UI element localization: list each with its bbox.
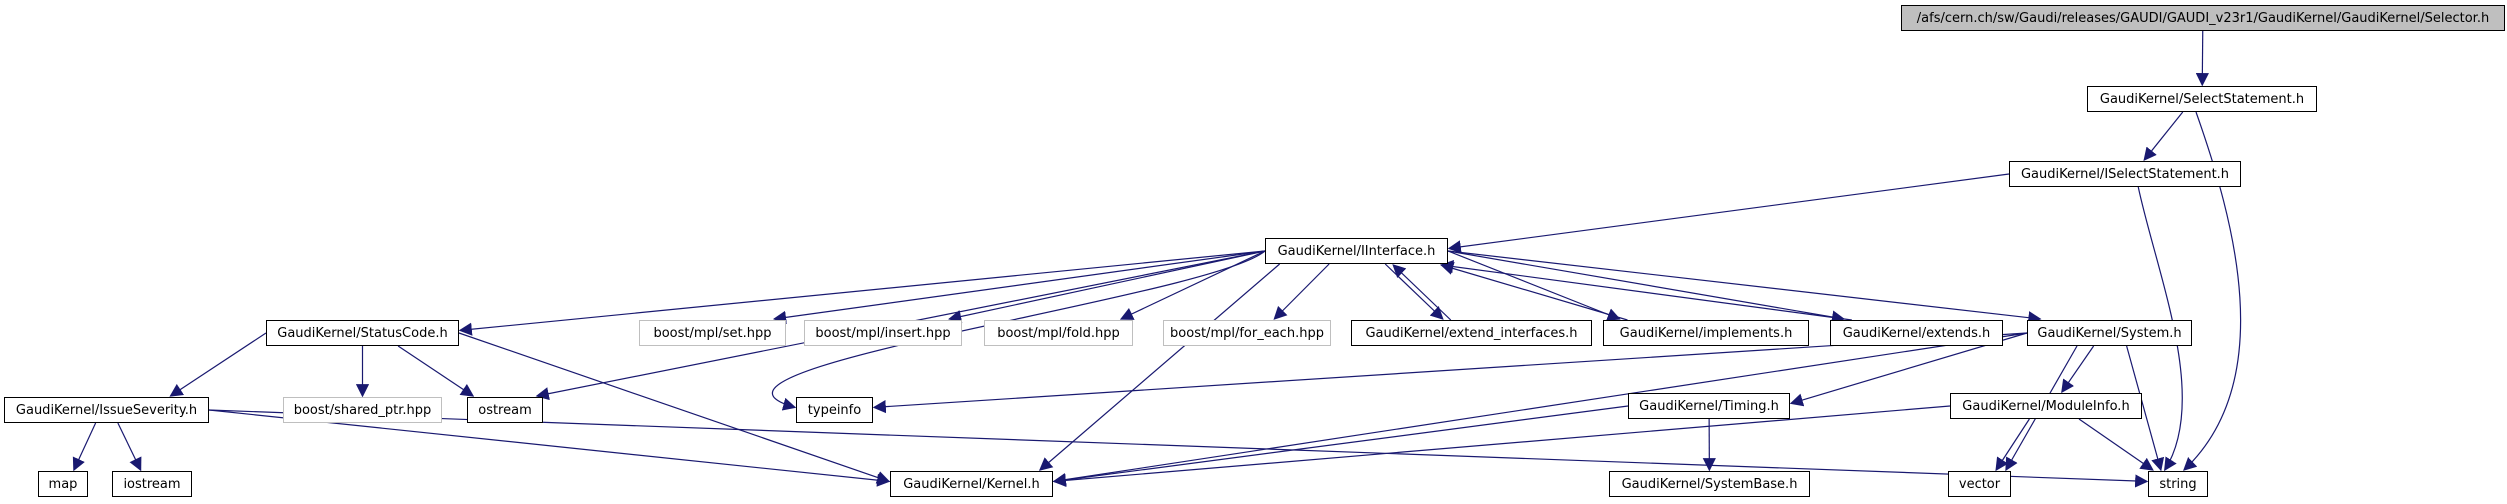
edge-iinterface-to-extends — [1447, 250, 1846, 324]
node-map[interactable]: map — [38, 471, 88, 497]
edge-moduleinfo-to-string — [2078, 418, 2154, 471]
node-string[interactable]: string — [2148, 471, 2208, 497]
edge-iinterface-to-mpl_insert — [948, 250, 1266, 323]
edge-timing-to-kernel — [1052, 405, 1629, 487]
node-extend_interfaces[interactable]: GaudiKernel/extend_interfaces.h — [1351, 320, 1592, 346]
edge-moduleinfo-to-vector — [1995, 418, 2030, 472]
edge-issueseverity-to-map — [72, 422, 97, 472]
edge-iinterface-to-mpl_for_each — [1273, 263, 1330, 320]
node-iinterface[interactable]: GaudiKernel/IInterface.h — [1265, 238, 1448, 264]
node-mpl_fold[interactable]: boost/mpl/fold.hpp — [984, 320, 1133, 346]
node-timing[interactable]: GaudiKernel/Timing.h — [1628, 393, 1790, 419]
node-iostream[interactable]: iostream — [112, 471, 192, 497]
edge-iinterface-to-mpl_fold — [1119, 250, 1266, 320]
edge-select_statement-to-iselect_statement — [2143, 111, 2184, 162]
node-systembase[interactable]: GaudiKernel/SystemBase.h — [1609, 471, 1810, 497]
node-system[interactable]: GaudiKernel/System.h — [2027, 320, 2192, 346]
node-implements[interactable]: GaudiKernel/implements.h — [1603, 320, 1809, 346]
edge-extends-to-iinterface — [1440, 260, 1852, 321]
edge-system-to-moduleinfo — [2061, 345, 2095, 394]
node-mpl_set[interactable]: boost/mpl/set.hpp — [639, 320, 786, 346]
edge-system-to-kernel — [1052, 332, 2028, 487]
node-statuscode[interactable]: GaudiKernel/StatusCode.h — [266, 320, 459, 346]
edge-iinterface-to-implements — [1447, 250, 1621, 321]
node-issueseverity[interactable]: GaudiKernel/IssueSeverity.h — [4, 397, 209, 423]
edge-statuscode-to-ostream — [397, 345, 475, 397]
node-mpl_for_each[interactable]: boost/mpl/for_each.hpp — [1163, 320, 1331, 346]
node-moduleinfo[interactable]: GaudiKernel/ModuleInfo.h — [1950, 393, 2142, 419]
edge-issueseverity-to-iostream — [117, 422, 142, 472]
node-selector: /afs/cern.ch/sw/Gaudi/releases/GAUDI/GAU… — [1901, 5, 2505, 31]
edge-iinterface-to-system — [1447, 250, 2042, 325]
edge-statuscode-to-kernel — [458, 332, 891, 484]
edge-iinterface-to-kernel — [1038, 263, 1281, 471]
node-iselect_statement[interactable]: GaudiKernel/ISelectStatement.h — [2009, 161, 2241, 187]
edge-iselect_statement-to-iinterface — [1447, 173, 2010, 254]
edge-selector-to-select_statement — [2195, 30, 2209, 87]
edge-implements-to-iinterface — [1440, 262, 1628, 321]
node-mpl_insert[interactable]: boost/mpl/insert.hpp — [804, 320, 962, 346]
edge-system-to-string — [2126, 345, 2165, 472]
node-typeinfo[interactable]: typeinfo — [796, 397, 873, 423]
edge-iinterface-to-statuscode — [458, 250, 1266, 336]
node-kernel[interactable]: GaudiKernel/Kernel.h — [890, 471, 1053, 497]
node-ostream[interactable]: ostream — [467, 397, 543, 423]
edge-moduleinfo-to-kernel — [1052, 405, 1951, 487]
node-select_statement[interactable]: GaudiKernel/SelectStatement.h — [2087, 86, 2317, 112]
node-vector[interactable]: vector — [1948, 471, 2011, 497]
edge-iinterface-to-extend_interfaces — [1384, 263, 1444, 320]
edge-extend_interfaces-to-iinterface — [1392, 264, 1452, 321]
node-extends[interactable]: GaudiKernel/extends.h — [1830, 320, 2003, 346]
edge-statuscode-to-issueseverity — [169, 332, 267, 397]
edge-iinterface-to-mpl_set — [772, 250, 1266, 324]
edge-select_statement-to-string — [2183, 111, 2242, 471]
node-shared_ptr[interactable]: boost/shared_ptr.hpp — [283, 397, 442, 423]
